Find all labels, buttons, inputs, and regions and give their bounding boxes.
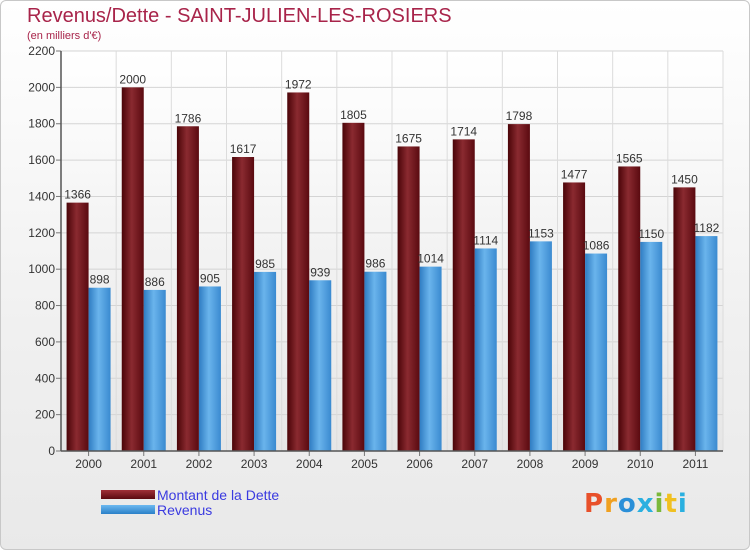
y-tick-label: 1200 <box>28 226 55 240</box>
y-tick-label: 400 <box>35 371 55 385</box>
chart-legend: Montant de la Dette Revenus <box>101 486 280 518</box>
data-label: 1617 <box>230 142 257 156</box>
y-tick-label: 600 <box>35 335 55 349</box>
data-label: 1786 <box>175 111 202 125</box>
data-label: 1450 <box>671 172 698 186</box>
y-tick-label: 1000 <box>28 262 55 276</box>
bar-dette <box>507 124 530 451</box>
data-label: 898 <box>90 273 110 287</box>
logo-letter: i <box>677 489 688 519</box>
legend-item-revenus: Revenus <box>101 501 279 518</box>
bar-dette <box>66 202 89 451</box>
data-label: 1798 <box>506 109 533 123</box>
data-label: 1014 <box>417 252 444 266</box>
logo-letter: o <box>617 489 637 519</box>
data-label: 1114 <box>473 233 498 247</box>
x-tick-label: 2006 <box>406 457 433 471</box>
data-label: 1805 <box>340 108 367 122</box>
bar-dette <box>618 166 641 452</box>
legend-swatch-revenus <box>101 505 155 514</box>
logo-letter: x <box>636 489 655 519</box>
logo-letter: P <box>584 489 605 519</box>
data-label: 1182 <box>694 221 720 235</box>
y-tick-label: 800 <box>35 299 55 313</box>
x-tick-label: 2003 <box>241 457 268 471</box>
x-tick-label: 2011 <box>683 457 709 471</box>
bar-dette <box>563 182 586 452</box>
data-label: 1714 <box>450 124 477 138</box>
data-label: 985 <box>255 257 275 271</box>
x-tick-label: 2007 <box>461 457 488 471</box>
legend-item-dette: Montant de la Dette <box>101 486 280 503</box>
data-label: 986 <box>365 257 385 271</box>
bar-revenus <box>529 241 552 451</box>
bar-dette <box>176 126 199 451</box>
legend-label-dette: Montant de la Dette <box>157 486 280 503</box>
x-tick-label: 2005 <box>351 457 378 471</box>
bar-dette <box>287 92 310 452</box>
bar-revenus <box>143 289 166 451</box>
data-label: 905 <box>200 271 220 285</box>
x-tick-label: 2000 <box>75 457 102 471</box>
bar-revenus <box>309 280 332 451</box>
y-tick-label: 2200 <box>28 44 55 58</box>
bar-revenus <box>364 271 387 451</box>
bar-revenus <box>640 241 663 451</box>
bar-revenus <box>198 286 221 451</box>
data-label: 1675 <box>395 131 422 145</box>
bar-revenus <box>695 236 718 451</box>
y-tick-label: 1800 <box>28 117 55 131</box>
bar-dette <box>121 87 144 451</box>
data-label: 1086 <box>583 239 610 253</box>
legend-swatch-dette <box>101 490 155 499</box>
bar-revenus <box>474 248 497 451</box>
logo-letter: r <box>604 489 618 519</box>
y-tick-label: 1400 <box>28 189 55 203</box>
bar-revenus <box>585 253 608 451</box>
x-tick-label: 2010 <box>627 457 654 471</box>
chart-title: Revenus/Dette - SAINT-JULIEN-LES-ROSIERS <box>27 5 452 27</box>
data-label: 1153 <box>528 226 554 240</box>
legend-label-revenus: Revenus <box>157 501 213 518</box>
data-label: 2000 <box>119 72 146 86</box>
chart-subtitle: (en milliers d'€) <box>27 30 102 42</box>
y-tick-label: 2000 <box>28 80 55 94</box>
proxiti-logo: Proxiti <box>584 489 688 519</box>
bar-dette <box>452 139 475 451</box>
y-tick-label: 200 <box>35 408 55 422</box>
y-tick-label: 1600 <box>28 153 55 167</box>
logo-letter: t <box>664 489 678 519</box>
bar-dette <box>673 187 696 451</box>
bar-revenus <box>88 287 111 451</box>
data-label: 1972 <box>285 77 312 91</box>
x-tick-label: 2008 <box>517 457 544 471</box>
bar-dette <box>232 157 255 451</box>
bar-revenus <box>419 266 442 451</box>
bar-dette <box>342 122 365 452</box>
data-label: 1477 <box>561 167 588 181</box>
x-tick-label: 2004 <box>296 457 323 471</box>
data-label: 1150 <box>638 227 664 241</box>
data-label: 886 <box>145 275 165 289</box>
data-label: 1366 <box>64 188 91 202</box>
y-tick-label: 0 <box>48 444 55 458</box>
x-tick-label: 2002 <box>186 457 213 471</box>
data-label: 1565 <box>616 151 643 165</box>
bar-revenus <box>254 271 277 451</box>
data-label: 939 <box>310 265 330 279</box>
x-tick-label: 2009 <box>572 457 599 471</box>
bar-dette <box>397 146 420 452</box>
logo-letter: i <box>654 489 665 519</box>
x-tick-label: 2001 <box>130 457 157 471</box>
